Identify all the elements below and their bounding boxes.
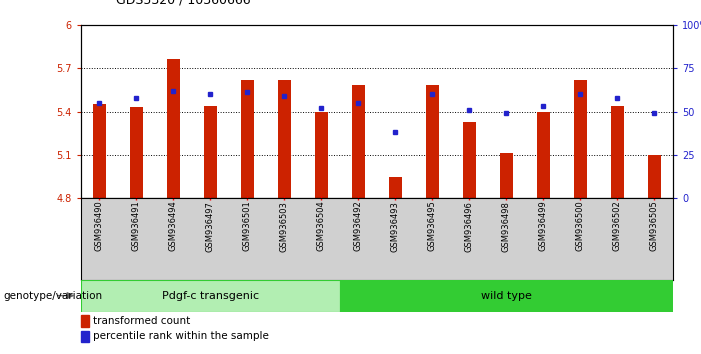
Text: GSM936498: GSM936498 [502, 201, 511, 252]
Text: GSM936501: GSM936501 [243, 201, 252, 251]
Bar [93, 104, 106, 198]
Bar [352, 85, 365, 198]
Text: genotype/variation: genotype/variation [4, 291, 102, 301]
Text: GSM936504: GSM936504 [317, 201, 326, 251]
FancyBboxPatch shape [81, 280, 340, 312]
Text: GSM936499: GSM936499 [539, 201, 548, 251]
Text: Pdgf-c transgenic: Pdgf-c transgenic [162, 291, 259, 301]
Text: GDS5320 / 10360666: GDS5320 / 10360666 [116, 0, 250, 6]
Text: GSM936502: GSM936502 [613, 201, 622, 251]
Bar [315, 112, 328, 198]
Bar [611, 106, 624, 198]
Text: GSM936495: GSM936495 [428, 201, 437, 251]
Text: percentile rank within the sample: percentile rank within the sample [93, 331, 268, 341]
Text: GSM936503: GSM936503 [280, 201, 289, 252]
Text: GSM936490: GSM936490 [95, 201, 104, 251]
Bar [204, 106, 217, 198]
Text: GSM936491: GSM936491 [132, 201, 141, 251]
Text: GSM936497: GSM936497 [205, 201, 215, 252]
Text: wild type: wild type [481, 291, 532, 301]
FancyBboxPatch shape [340, 280, 673, 312]
Bar [574, 80, 587, 198]
Bar [500, 153, 513, 198]
Text: transformed count: transformed count [93, 316, 190, 326]
Bar [167, 59, 179, 198]
Bar [648, 155, 661, 198]
Text: GSM936505: GSM936505 [650, 201, 659, 251]
Text: GSM936496: GSM936496 [465, 201, 474, 252]
Bar [240, 80, 254, 198]
Text: GSM936492: GSM936492 [354, 201, 363, 251]
Text: GSM936494: GSM936494 [169, 201, 177, 251]
Bar [537, 112, 550, 198]
Text: GSM936500: GSM936500 [576, 201, 585, 251]
Bar [463, 122, 476, 198]
Bar [130, 107, 142, 198]
Bar [278, 80, 291, 198]
Bar [389, 177, 402, 198]
Bar [426, 85, 439, 198]
Text: GSM936493: GSM936493 [390, 201, 400, 252]
